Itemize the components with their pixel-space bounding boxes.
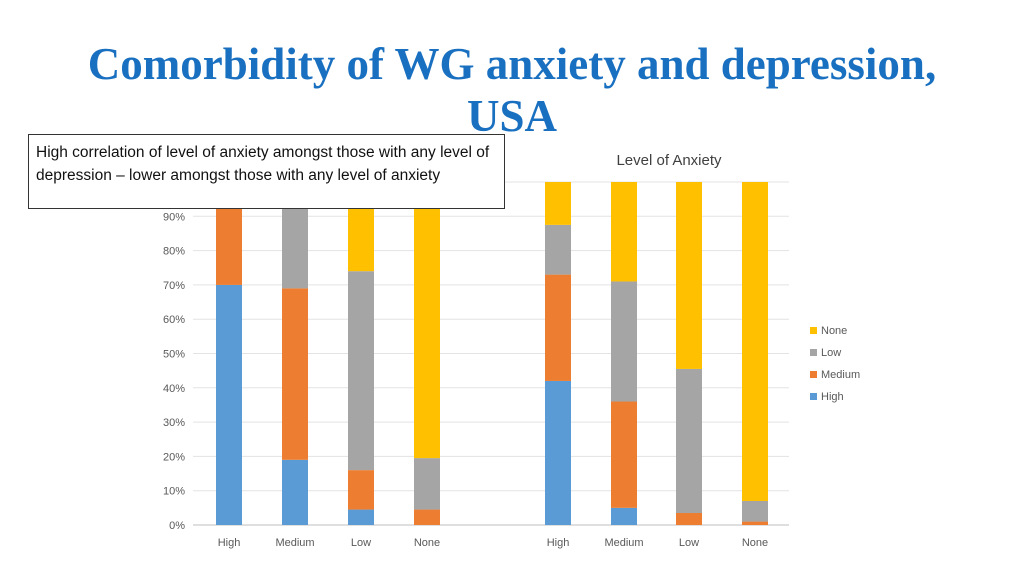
bar-high-high [216,284,242,525]
depression-chart: High Medium Low None [216,182,440,549]
bar-medium-low [676,512,702,525]
y-tick-label: 0% [169,520,185,532]
bar-low-low [348,271,374,471]
y-tick-label: 40% [163,383,185,395]
legend-label-high: High [821,391,844,403]
bar-none-none [742,182,768,501]
bar-high-medium [282,459,308,525]
legend-label-medium: Medium [821,369,860,381]
bar-medium-low [348,470,374,510]
x-tick-label: High [218,537,241,549]
x-tick-label: Low [351,537,371,549]
bar-high-low [348,509,374,525]
bar-medium-high [545,274,571,381]
x-tick-label: None [742,537,768,549]
x-tick-label: Medium [604,537,643,549]
y-axis-ticks: 0%10%20%30%40%50%60%70%80%90%100% [157,177,185,532]
y-tick-label: 70% [163,280,185,292]
bar-medium-none [414,509,440,525]
anxiety-chart: High Medium Low None [545,182,768,549]
slide-title: Comorbidity of WG anxiety and depression… [87,39,937,141]
legend-label-none: None [821,325,847,337]
bar-low-medium [611,281,637,402]
y-tick-label: 80% [163,246,185,258]
y-tick-label: 90% [163,211,185,223]
bar-high-medium [611,507,637,525]
x-tick-label: Medium [275,537,314,549]
y-tick-label: 60% [163,314,185,326]
bar-medium-medium [611,401,637,508]
bar-high-high [545,380,571,525]
bar-none-medium [611,182,637,282]
x-tick-label: None [414,537,440,549]
chart-legend: None Low Medium High [810,325,860,403]
bar-low-none [742,500,768,522]
x-tick-label: High [547,537,570,549]
y-tick-label: 10% [163,486,185,498]
bar-none-high [545,182,571,225]
legend-swatch-high [810,393,817,400]
chart-title-level-of-anxiety: Level of Anxiety [616,152,722,169]
y-tick-label: 50% [163,349,185,361]
legend-swatch-low [810,349,817,356]
bar-low-none [414,458,440,510]
legend-swatch-none [810,327,817,334]
y-tick-label: 20% [163,451,185,463]
legend-swatch-medium [810,371,817,378]
bar-medium-none [742,521,768,525]
y-tick-label: 30% [163,417,185,429]
x-tick-label: Low [679,537,699,549]
callout-note: High correlation of level of anxiety amo… [28,134,505,209]
bar-none-low [676,182,702,369]
bar-medium-medium [282,288,308,460]
bar-low-low [676,368,702,513]
legend-label-low: Low [821,347,841,359]
bar-none-none [414,182,440,459]
bar-low-high [545,224,571,275]
